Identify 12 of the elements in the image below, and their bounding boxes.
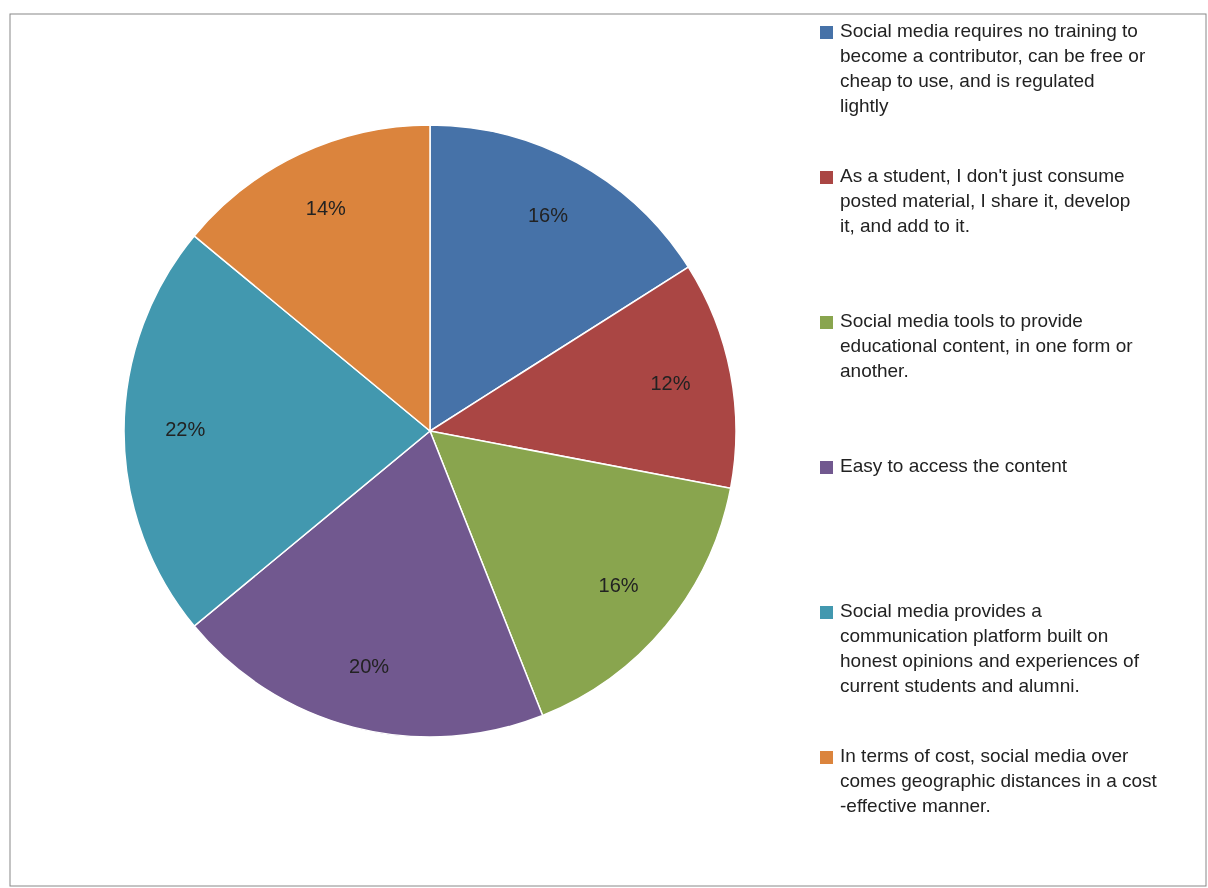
data-label: 22%: [165, 418, 206, 441]
data-label: 14%: [305, 196, 346, 219]
legend-label: Social media requires no training to become a contributor, can be free or cheap to use, and is regulated lightly: [840, 20, 1146, 117]
legend-label: Social media tools to provide educational content, in one form or another.: [840, 310, 1134, 382]
data-label: 16%: [527, 203, 569, 226]
data-label: 20%: [349, 655, 390, 678]
legend-label: Social media provides a communication platform built on honest opinions and experiences of current students and alumni.: [840, 600, 1140, 697]
legend-label: Easy to access the content: [840, 455, 1068, 477]
legend-label: As a student, I don't just consume posted material, I share it, develop it, and add to it.: [840, 165, 1131, 237]
data-label: 16%: [598, 574, 639, 597]
data-label: 12%: [650, 372, 691, 395]
legend-label: In terms of cost, social media over comes geographic distances in a cost -effective manner.: [840, 745, 1158, 817]
